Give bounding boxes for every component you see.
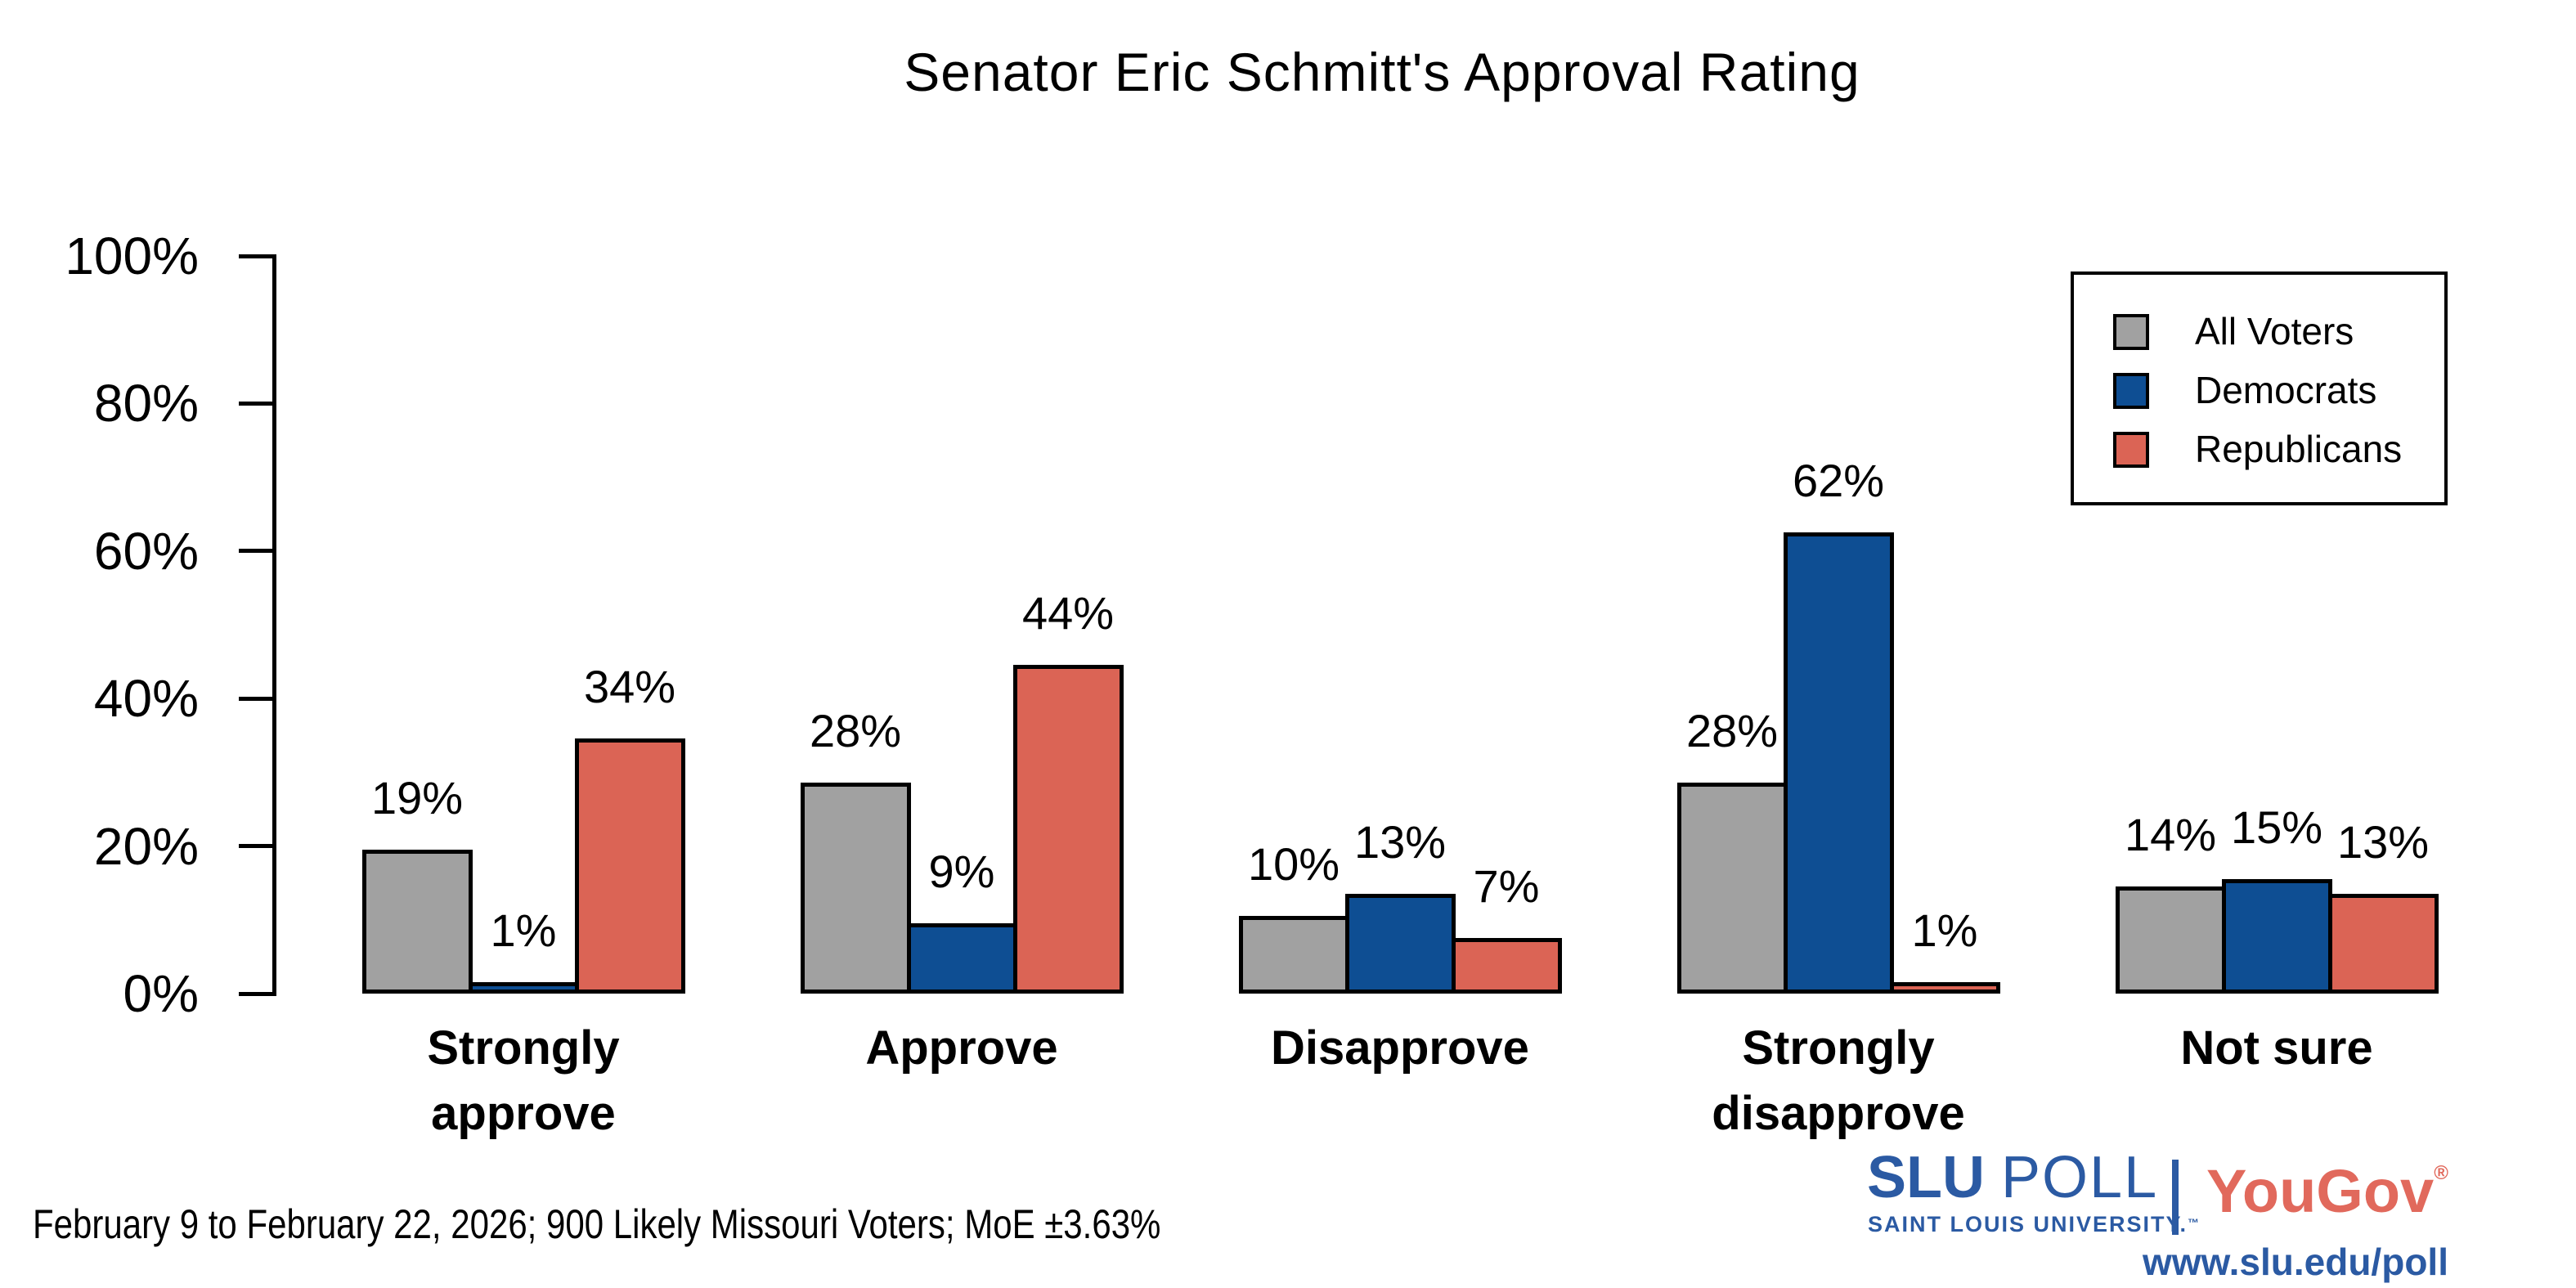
bar-republicans: 1% (1889, 904, 2000, 994)
poll-logo-text: POLL (2001, 1145, 2159, 1210)
bar-all-voters: 14% (2115, 809, 2226, 994)
logo-divider (2172, 1160, 2179, 1235)
category-label-strongly-disapprove: Strongly disapprove (1712, 1021, 1965, 1140)
legend-swatch (2113, 373, 2149, 409)
legend-swatch (2113, 432, 2149, 468)
slu-poll-url: www.slu.edu/poll (2143, 1241, 2448, 1283)
saint-louis-university-text: SAINT LOUIS UNIVERSITY.™ (1868, 1212, 2200, 1236)
bar-group-not-sure: 14% 15% 13% (2115, 256, 2439, 994)
y-tick-0 (239, 991, 276, 996)
slu-logo-text: SLU (1867, 1145, 1985, 1210)
bar-value-label: 10% (1247, 837, 1340, 890)
bar-group-strongly-disapprove: 28% 62% 1% (1676, 256, 2000, 994)
bar-democrats: 15% (2221, 801, 2332, 994)
legend: All Voters Democrats Republicans (2071, 272, 2448, 505)
bar-value-label: 9% (928, 845, 995, 897)
bar-value-label: 1% (490, 904, 557, 956)
y-tick-label-20: 20% (93, 816, 199, 876)
bar-value-label: 19% (370, 771, 464, 824)
y-tick-label-60: 60% (93, 521, 199, 581)
bar-democrats: 9% (906, 846, 1017, 994)
bar-republicans: 13% (2327, 816, 2439, 994)
legend-label: Republicans (2195, 428, 2403, 470)
bar-group-strongly-approve: 19% 1% 34% (361, 256, 685, 994)
y-tick-20 (239, 844, 276, 849)
category-label-not-sure: Not sure (2180, 1021, 2373, 1075)
bar-all-voters: 28% (1676, 705, 1788, 994)
bar-all-voters: 10% (1238, 838, 1349, 994)
y-tick-100 (239, 254, 276, 258)
bar-value-label: 1% (1911, 904, 1978, 956)
category-label-disapprove: Disapprove (1271, 1021, 1529, 1075)
category-label-approve: Approve (865, 1021, 1058, 1075)
yougov-logo: YouGov® (2206, 1157, 2448, 1225)
bar-all-voters: 19% (361, 772, 473, 994)
bar-value-label: 28% (1685, 705, 1779, 757)
bar-value-label: 13% (1353, 815, 1447, 868)
bar-value-label: 62% (1792, 454, 1885, 506)
trademark-symbol: ™ (2188, 1216, 2200, 1229)
bar-republicans: 34% (574, 661, 685, 994)
bar-group-approve: 28% 9% 44% (800, 256, 1124, 994)
y-tick-label-100: 100% (65, 227, 199, 285)
bar-republicans: 44% (1012, 587, 1124, 994)
bar-republicans: 7% (1451, 860, 1562, 994)
bar-democrats: 13% (1344, 816, 1456, 994)
bar-value-label: 28% (809, 705, 902, 757)
legend-swatch (2113, 314, 2149, 350)
category-label-strongly-approve: Strongly approve (427, 1021, 620, 1140)
bar-value-label: 15% (2230, 801, 2323, 853)
y-tick-label-0: 0% (123, 964, 200, 1023)
footnote: February 9 to February 22, 2026; 900 Lik… (33, 1201, 1161, 1247)
y-tick-60 (239, 549, 276, 554)
y-tick-label-80: 80% (93, 374, 199, 433)
legend-label: Democrats (2195, 369, 2377, 411)
bar-value-label: 7% (1473, 859, 1540, 912)
bar-democrats: 62% (1783, 455, 1894, 994)
registered-symbol: ® (2434, 1162, 2448, 1184)
legend-label: All Voters (2195, 310, 2354, 352)
chart-title: Senator Eric Schmitt's Approval Rating (904, 42, 1860, 102)
bar-all-voters: 28% (800, 705, 911, 994)
bar-democrats: 1% (468, 904, 579, 994)
slu-poll-logo: SLU POLL (1867, 1147, 2158, 1209)
bar-value-label: 44% (1021, 587, 1115, 640)
bar-value-label: 14% (2124, 808, 2217, 860)
bar-value-label: 34% (583, 661, 676, 713)
bar-value-label: 13% (2336, 815, 2430, 868)
y-tick-40 (239, 696, 276, 701)
y-tick-80 (239, 401, 276, 406)
y-axis-line (272, 256, 276, 994)
bar-group-disapprove: 10% 13% 7% (1238, 256, 1562, 994)
y-tick-label-40: 40% (93, 669, 199, 729)
